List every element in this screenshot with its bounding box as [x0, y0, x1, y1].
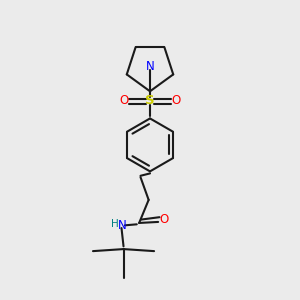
- Text: H: H: [111, 219, 119, 229]
- Text: O: O: [172, 94, 181, 107]
- Text: N: N: [146, 60, 154, 74]
- Text: O: O: [119, 94, 128, 107]
- Text: S: S: [145, 94, 155, 107]
- Text: N: N: [118, 219, 127, 232]
- Text: O: O: [159, 213, 168, 226]
